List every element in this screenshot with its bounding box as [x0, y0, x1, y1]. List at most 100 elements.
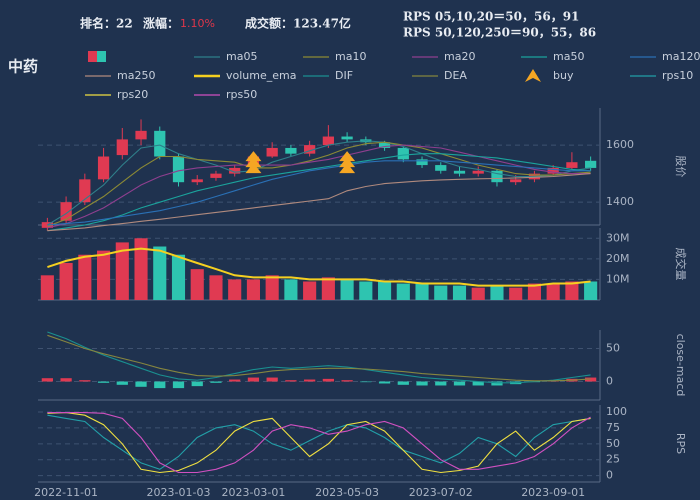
legend-label: ma05: [226, 50, 257, 63]
y-tick-label: 30M: [606, 231, 630, 244]
y-axis-title: close-macd: [674, 334, 687, 397]
macd-bar: [79, 380, 91, 382]
volume-bar: [471, 287, 485, 300]
y-tick-label: 0: [606, 469, 613, 482]
volume-bar: [340, 279, 354, 300]
legend-label: buy: [553, 69, 574, 82]
macd-bar: [472, 381, 484, 386]
volume-bar: [490, 285, 504, 300]
legend-label: ma250: [117, 69, 155, 82]
y-axis-title: 成交量: [674, 248, 688, 281]
volume-bar: [434, 285, 448, 300]
legend-label: rps10: [662, 69, 693, 82]
series-line: [47, 173, 591, 232]
x-tick-label: 2023-07-02: [409, 486, 473, 499]
volume-bar: [584, 281, 598, 300]
candle-body: [547, 167, 559, 174]
volume-bar: [527, 283, 541, 300]
series-line: [47, 334, 591, 382]
volume-bar: [546, 283, 560, 300]
macd-bar: [285, 380, 297, 382]
candle-body: [378, 142, 391, 148]
macd-bar: [210, 381, 222, 383]
candle-body: [60, 202, 72, 221]
y-tick-label: 100: [606, 405, 627, 418]
rps-long: RPS 50,120,250＝90，55，86: [403, 26, 596, 40]
candle-body: [453, 170, 466, 174]
macd-bar: [191, 381, 203, 387]
macd-bar: [97, 381, 110, 383]
x-tick-label: 2022-11-01: [34, 486, 98, 499]
change-label: 涨幅：: [143, 16, 179, 31]
y-tick-label: 1400: [606, 195, 634, 208]
legend-label: ma120: [662, 50, 700, 63]
candle-body: [154, 130, 166, 157]
candle-body: [585, 160, 597, 168]
candle-body: [135, 130, 147, 140]
y-tick-label: 50: [606, 341, 620, 354]
macd-bar: [172, 381, 185, 389]
series-line: [47, 412, 591, 474]
series-line: [47, 153, 591, 232]
series-line: [47, 247, 591, 287]
legend-label: rps20: [117, 88, 148, 101]
candle-body: [172, 156, 185, 183]
x-tick-label: 2023-01-03: [147, 486, 211, 499]
sector-name: 中药: [8, 58, 38, 76]
macd-bar: [378, 381, 391, 384]
x-tick-label: 2023-03-01: [221, 486, 285, 499]
y-tick-label: 75: [606, 421, 620, 434]
volume-bar: [284, 279, 298, 300]
volume-bar: [321, 277, 335, 300]
volume-bar: [115, 242, 129, 300]
legend-label: volume_ema: [226, 69, 296, 82]
legend-label: rps50: [226, 88, 257, 101]
macd-bar: [60, 378, 72, 382]
volume-bar: [265, 275, 279, 300]
volume-bar: [171, 254, 186, 300]
volume-bar: [209, 275, 223, 300]
macd-bar: [154, 381, 166, 389]
y-tick-label: 0: [606, 375, 613, 388]
y-tick-label: 1600: [606, 138, 634, 151]
volume-bar: [97, 250, 111, 300]
candle-body: [304, 145, 316, 154]
change-value: 1.10%: [180, 17, 215, 30]
legend-icon: [525, 69, 541, 82]
candle-body: [116, 139, 128, 156]
volume-bar: [303, 281, 317, 300]
macd-bar: [397, 381, 409, 385]
y-tick-label: 20M: [606, 252, 630, 265]
macd-bar: [229, 379, 241, 382]
candle-body: [322, 136, 334, 146]
rank: 排名：22: [80, 16, 133, 31]
candle-body: [285, 147, 297, 154]
macd-bar: [416, 381, 428, 386]
volume-bar: [509, 287, 523, 300]
candle-body: [341, 136, 353, 140]
volume-bar: [452, 285, 467, 300]
y-tick-label: 10M: [606, 272, 630, 285]
macd-bar: [585, 377, 597, 382]
candle-body: [210, 173, 222, 178]
candle-body: [191, 179, 203, 183]
x-tick-label: 2023-05-03: [315, 486, 379, 499]
macd-bar: [304, 379, 316, 382]
candle-body: [566, 162, 578, 168]
candle-body: [79, 179, 91, 203]
series-line: [47, 141, 591, 227]
macd-bar: [322, 378, 334, 382]
legend-label: ma10: [335, 50, 366, 63]
series-line: [47, 140, 591, 226]
candle-body: [266, 147, 278, 157]
volume-bar: [228, 279, 242, 300]
y-axis-title: RPS: [674, 433, 687, 454]
macd-bar: [491, 381, 503, 386]
macd-bar: [247, 377, 260, 382]
rps-short: RPS 05,10,20＝50，56，91: [403, 10, 579, 24]
candle-body: [97, 156, 110, 180]
macd-bar: [341, 380, 353, 382]
turnover: 成交额：123.47亿: [245, 16, 351, 31]
legend-label: DIF: [335, 69, 353, 82]
buy-marker: [245, 151, 262, 174]
